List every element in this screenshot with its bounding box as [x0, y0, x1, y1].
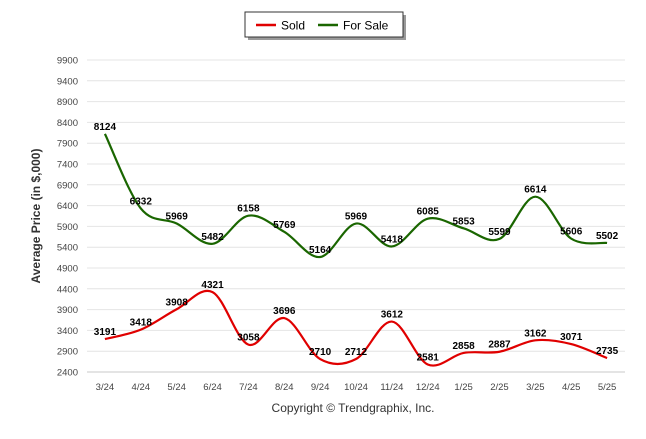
y-axis-label: Average Price (in $,000)	[29, 149, 43, 284]
y-tick-label: 8900	[57, 97, 78, 108]
x-tick-label: 8/24	[275, 382, 294, 393]
data-labels: 3191 3418 3908 4321 3058 3696 2710 2712 3612 2581…	[94, 122, 619, 364]
data-label-sold: 2710	[309, 347, 332, 358]
y-tick-label: 4400	[57, 284, 78, 295]
x-tick-label: 11/24	[380, 382, 403, 393]
x-tick-label: 4/24	[132, 382, 151, 393]
y-tick-label: 9900	[57, 56, 78, 67]
data-label-sold: 2887	[488, 340, 511, 351]
data-label-for-sale: 6158	[237, 204, 260, 215]
data-label-sold: 3162	[524, 328, 547, 339]
data-label-sold: 2735	[596, 346, 619, 357]
data-label-for-sale: 5606	[560, 227, 583, 238]
y-tick-label: 2900	[57, 347, 78, 358]
data-label-for-sale: 5164	[309, 245, 332, 256]
data-label-for-sale: 5769	[273, 220, 296, 231]
legend-label-sold: Sold	[281, 19, 305, 33]
data-label-for-sale: 6085	[417, 207, 440, 218]
y-tick-label: 6900	[57, 180, 78, 191]
series-line-for-sale	[103, 133, 608, 259]
data-label-sold: 2712	[345, 347, 368, 358]
data-label-sold: 3418	[130, 318, 153, 329]
data-label-sold: 3908	[166, 297, 189, 308]
data-label-for-sale: 5853	[452, 216, 475, 227]
y-tick-label: 6400	[57, 201, 78, 212]
y-tick-label: 9400	[57, 76, 78, 87]
data-label-sold: 2858	[452, 341, 475, 352]
y-tick-label: 5900	[57, 222, 78, 233]
x-axis-ticks: 3/24 4/24 5/24 6/24 7/24 8/24 9/24 10/24 11/24 12…	[96, 382, 617, 393]
x-tick-label: 9/24	[311, 382, 330, 393]
data-label-sold: 3696	[273, 306, 296, 317]
x-tick-label: 10/24	[344, 382, 368, 393]
y-tick-label: 5400	[57, 243, 78, 254]
data-label-for-sale: 5599	[488, 227, 511, 238]
y-tick-label: 4900	[57, 264, 78, 275]
y-tick-label: 3400	[57, 326, 78, 337]
data-label-for-sale: 5482	[201, 232, 224, 243]
data-label-sold: 4321	[201, 280, 224, 291]
x-tick-label: 3/24	[96, 382, 115, 393]
legend: Sold For Sale	[244, 11, 406, 40]
y-tick-label: 2400	[57, 368, 78, 379]
x-tick-label: 7/24	[239, 382, 258, 393]
series-lines	[103, 133, 608, 367]
y-tick-label: 7400	[57, 160, 78, 171]
data-label-for-sale: 6332	[130, 196, 153, 207]
data-label-for-sale: 6614	[524, 185, 547, 196]
data-label-sold: 3191	[94, 327, 117, 338]
data-label-sold: 2581	[417, 352, 440, 363]
x-tick-label: 4/25	[562, 382, 581, 393]
data-label-for-sale: 5969	[166, 212, 189, 223]
y-axis-ticks: 2400 2900 3400 3900 4400 4900 5400 5900 6400 6900…	[57, 56, 78, 379]
data-label-sold: 3071	[560, 332, 583, 343]
x-tick-label: 6/24	[203, 382, 222, 393]
x-tick-label: 1/25	[454, 382, 473, 393]
y-tick-label: 8400	[57, 118, 78, 129]
copyright-footer: Copyright © Trendgraphix, Inc.	[272, 401, 435, 415]
y-tick-label: 3900	[57, 305, 78, 316]
data-label-sold: 3612	[381, 310, 404, 321]
data-label-for-sale: 5969	[345, 212, 368, 223]
legend-label-for-sale: For Sale	[343, 19, 389, 33]
x-tick-label: 12/24	[416, 382, 440, 393]
data-label-sold: 3058	[237, 333, 260, 344]
x-tick-label: 3/25	[526, 382, 545, 393]
y-tick-label: 7900	[57, 139, 78, 150]
x-tick-label: 5/25	[598, 382, 617, 393]
data-label-for-sale: 8124	[94, 122, 117, 133]
x-tick-label: 5/24	[167, 382, 186, 393]
x-tick-label: 2/25	[490, 382, 509, 393]
series-line-sold	[104, 289, 608, 367]
data-label-for-sale: 5502	[596, 231, 619, 242]
data-label-for-sale: 5418	[381, 234, 404, 245]
